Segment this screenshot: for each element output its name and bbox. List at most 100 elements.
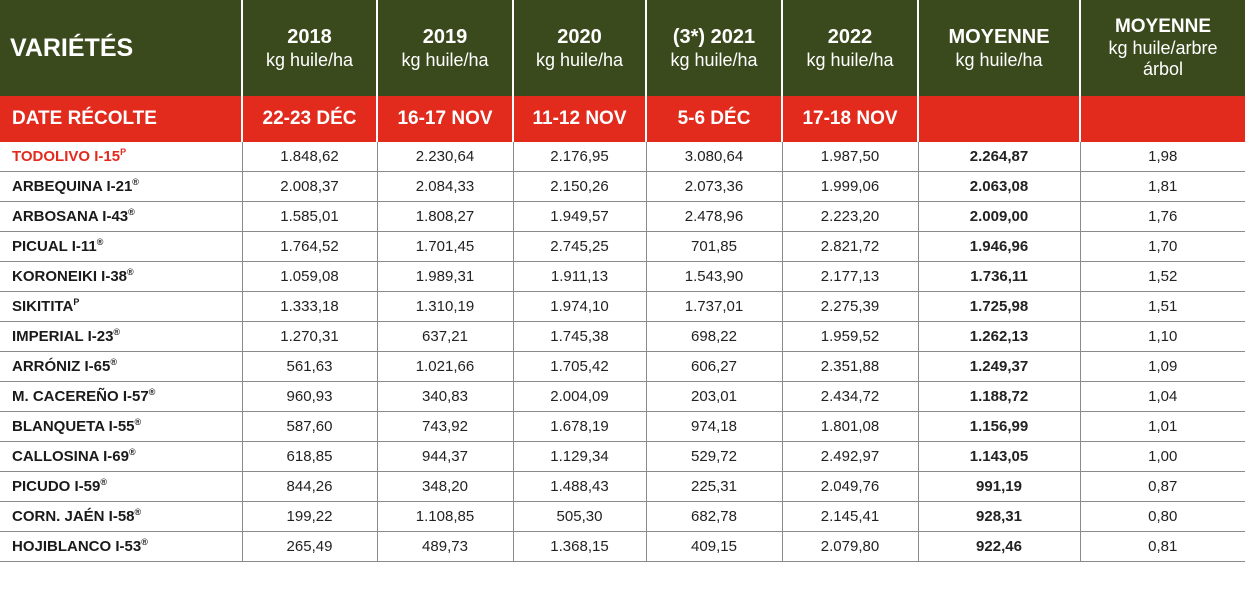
column-header-2020: 2020 kg huile/ha (513, 0, 647, 96)
table-row: IMPERIAL I-23® 1.270,31 637,21 1.745,38 698,… (0, 321, 1245, 352)
per-tree-cell: 1,10 (1080, 321, 1245, 352)
column-year: 2019 (422, 26, 468, 48)
variety-name: M. CACEREÑO I-57® (0, 381, 243, 412)
yield-cell: 1.959,52 (782, 321, 919, 352)
column-unit: kg huile/ha (265, 50, 354, 70)
header-row: VARIÉTÉS 2018 kg huile/ha 2019 kg huile/ha… (0, 0, 1245, 96)
yield-cell: 225,31 (646, 471, 783, 502)
table-row: CALLOSINA I-69® 618,85 944,37 1.129,34 529,7… (0, 441, 1245, 472)
variety-mark: ® (113, 327, 121, 337)
olive-oil-yield-table: VARIÉTÉS 2018 kg huile/ha 2019 kg huile/ha… (0, 0, 1245, 562)
yield-cell: 1.333,18 (242, 291, 378, 322)
harvest-date-cell: 16-17 NOV (377, 96, 514, 142)
yield-cell: 489,73 (377, 531, 514, 562)
harvest-date-cell (918, 96, 1081, 142)
table-row: CORN. JAÉN I-58® 199,22 1.108,85 505,30 682,… (0, 501, 1245, 532)
per-tree-cell: 1,00 (1080, 441, 1245, 472)
variety-label: BLANQUETA I-55 (12, 418, 135, 435)
yield-cell: 1.701,45 (377, 231, 514, 262)
table-row: PICUDO I-59® 844,26 348,20 1.488,43 225,31 2.… (0, 471, 1245, 502)
yield-cell: 1.737,01 (646, 291, 783, 322)
variety-name: KORONEIKI I-38® (0, 261, 243, 292)
harvest-date-row: DATE RÉCOLTE 22-23 DÉC 16-17 NOV 11-12 N… (0, 96, 1245, 142)
variety-label: CALLOSINA I-69 (12, 448, 129, 465)
average-cell: 1.946,96 (918, 231, 1081, 262)
variety-mark: P (120, 147, 127, 157)
yield-cell: 2.492,97 (782, 441, 919, 472)
yield-cell: 1.108,85 (377, 501, 514, 532)
column-header-2019: 2019 kg huile/ha (377, 0, 514, 96)
harvest-date-cell (1080, 96, 1245, 142)
variety-name: PICUAL I-11® (0, 231, 243, 262)
yield-cell: 1.129,34 (513, 441, 647, 472)
variety-mark: ® (127, 267, 134, 277)
variety-label: CORN. JAÉN I-58 (12, 508, 135, 525)
per-tree-cell: 0,81 (1080, 531, 1245, 562)
harvest-date-cell: 5-6 DÉC (646, 96, 783, 142)
column-header-average: MOYENNE kg huile/ha (918, 0, 1081, 96)
average-cell: 2.264,87 (918, 142, 1081, 172)
table-row: SIKITITAP 1.333,18 1.310,19 1.974,10 1.737,0… (0, 291, 1245, 322)
yield-cell: 2.008,37 (242, 171, 378, 202)
variety-name: PICUDO I-59® (0, 471, 243, 502)
column-header-average-per-tree: MOYENNE kg huile/arbre árbol (1080, 0, 1245, 96)
yield-cell: 1.848,62 (242, 142, 378, 172)
yield-cell: 1.543,90 (646, 261, 783, 292)
yield-cell: 1.270,31 (242, 321, 378, 352)
variety-label: IMPERIAL I-23 (12, 328, 114, 345)
yield-cell: 618,85 (242, 441, 378, 472)
yield-cell: 698,22 (646, 321, 783, 352)
variety-mark: ® (96, 237, 104, 247)
variety-name: CORN. JAÉN I-58® (0, 501, 243, 532)
yield-cell: 2.073,36 (646, 171, 783, 202)
yield-cell: 2.351,88 (782, 351, 919, 382)
per-tree-cell: 1,76 (1080, 201, 1245, 232)
yield-cell: 529,72 (646, 441, 783, 472)
column-header-2022: 2022 kg huile/ha (782, 0, 919, 96)
variety-label: PICUDO I-59 (12, 478, 101, 495)
variety-mark: ® (128, 207, 135, 217)
variety-mark: ® (148, 387, 156, 397)
column-header-2021: (3*) 2021 kg huile/ha (646, 0, 783, 96)
per-tree-cell: 1,81 (1080, 171, 1245, 202)
yield-cell: 743,92 (377, 411, 514, 442)
yield-cell: 606,27 (646, 351, 783, 382)
table-row: TODOLIVO I-15P 1.848,62 2.230,64 2.176,95 3.… (0, 142, 1245, 172)
variety-mark: ® (141, 537, 148, 547)
yield-cell: 199,22 (242, 501, 378, 532)
average-cell: 922,46 (918, 531, 1081, 562)
yield-cell: 682,78 (646, 501, 783, 532)
yield-cell: 2.084,33 (377, 171, 514, 202)
variety-name: ARRÓNIZ I-65® (0, 351, 243, 382)
yield-cell: 2.223,20 (782, 201, 919, 232)
yield-cell: 1.911,13 (513, 261, 647, 292)
column-unit: kg huile/ha (535, 50, 624, 70)
per-tree-cell: 0,80 (1080, 501, 1245, 532)
average-cell: 1.188,72 (918, 381, 1081, 412)
yield-cell: 2.145,41 (782, 501, 919, 532)
column-year: MOYENNE (948, 26, 1050, 48)
yield-cell: 2.176,95 (513, 142, 647, 172)
table-row: ARBOSANA I-43® 1.585,01 1.808,27 1.949,57 2.… (0, 201, 1245, 232)
yield-cell: 505,30 (513, 501, 647, 532)
variety-name: ARBOSANA I-43® (0, 201, 243, 232)
average-cell: 991,19 (918, 471, 1081, 502)
variety-mark: ® (100, 477, 107, 487)
yield-cell: 2.150,26 (513, 171, 647, 202)
table-row: KORONEIKI I-38® 1.059,08 1.989,31 1.911,13 1… (0, 261, 1245, 292)
varieties-header: VARIÉTÉS (0, 0, 243, 96)
average-cell: 1.156,99 (918, 411, 1081, 442)
variety-mark: ® (128, 447, 136, 457)
per-tree-cell: 1,52 (1080, 261, 1245, 292)
yield-cell: 637,21 (377, 321, 514, 352)
yield-cell: 1.989,31 (377, 261, 514, 292)
average-cell: 928,31 (918, 501, 1081, 532)
average-cell: 1.736,11 (918, 261, 1081, 292)
yield-cell: 340,83 (377, 381, 514, 412)
variety-name: BLANQUETA I-55® (0, 411, 243, 442)
harvest-date-cell: 17-18 NOV (782, 96, 919, 142)
yield-cell: 3.080,64 (646, 142, 783, 172)
variety-label: TODOLIVO I-15 (12, 148, 121, 165)
column-unit: kg huile/ha (401, 50, 489, 70)
column-year: (3*) 2021 (672, 26, 756, 48)
